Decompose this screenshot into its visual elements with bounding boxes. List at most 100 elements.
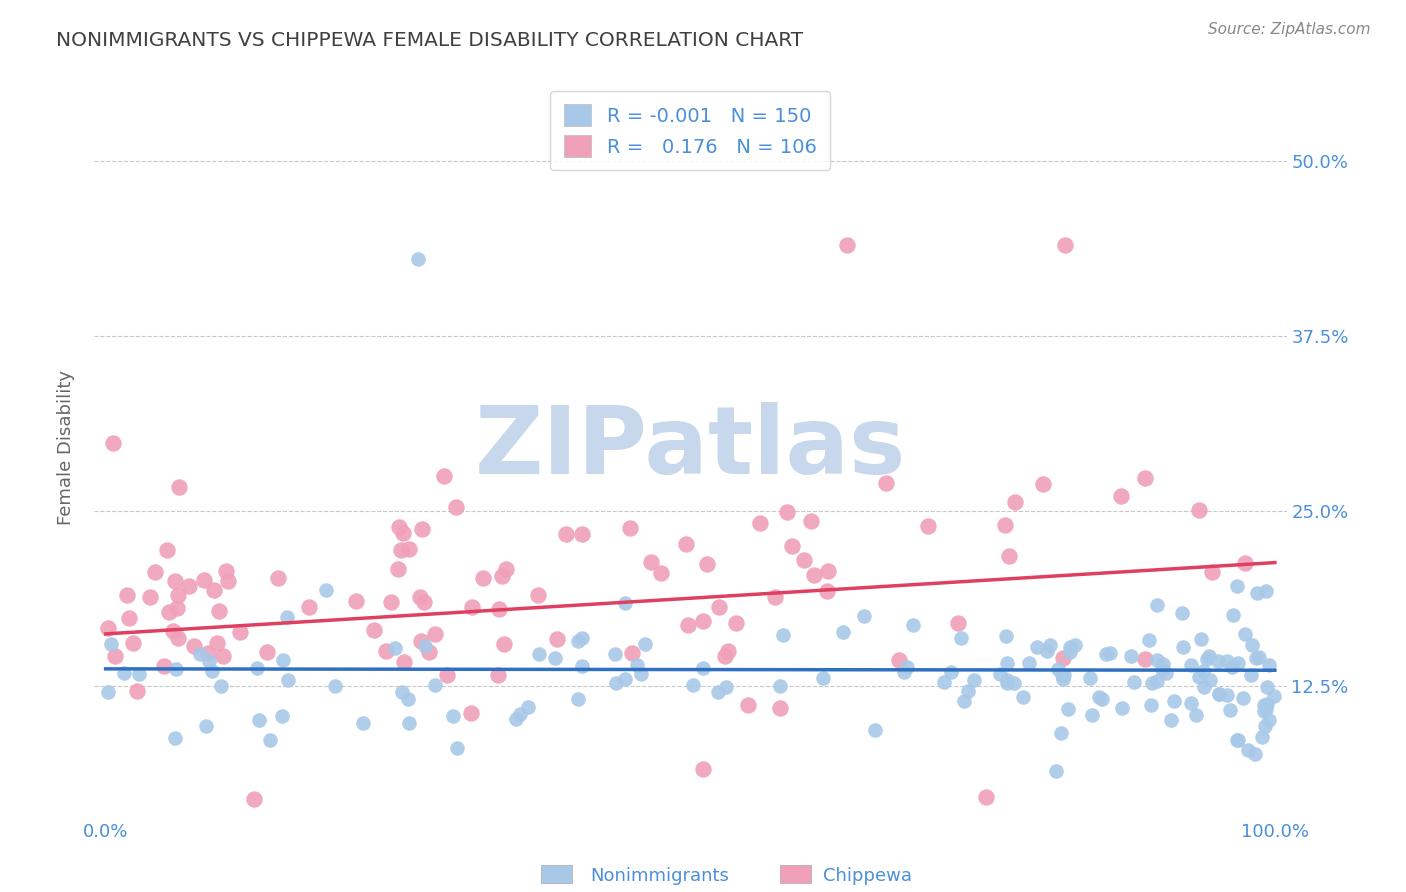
Point — [724, 616, 747, 631]
Point — [197, 646, 219, 660]
Point — [486, 667, 509, 681]
Point — [1192, 680, 1215, 694]
Point — [1133, 471, 1156, 485]
Point — [896, 660, 918, 674]
Point — [1226, 732, 1249, 747]
Point — [957, 684, 980, 698]
Point — [1146, 673, 1168, 688]
Point — [763, 591, 786, 605]
Point — [344, 593, 367, 607]
Point — [1256, 697, 1278, 711]
Point — [389, 542, 412, 557]
Point — [768, 700, 790, 714]
Point — [112, 666, 135, 681]
Point — [1216, 688, 1239, 702]
Point — [423, 626, 446, 640]
Point — [444, 500, 467, 515]
Point — [425, 678, 447, 692]
Point — [1240, 667, 1263, 681]
Point — [1222, 607, 1244, 622]
Point — [1208, 686, 1230, 700]
Point — [446, 741, 468, 756]
Point — [491, 569, 513, 583]
Point — [893, 665, 915, 679]
Point — [994, 517, 1017, 532]
Point — [941, 665, 963, 679]
Point — [247, 714, 270, 728]
Point — [714, 681, 737, 695]
Point — [1219, 703, 1241, 717]
Point — [156, 543, 179, 558]
Point — [1258, 658, 1281, 673]
Point — [392, 525, 415, 540]
Point — [621, 647, 644, 661]
Point — [640, 555, 662, 569]
Point — [1137, 632, 1160, 647]
Point — [193, 573, 215, 587]
Point — [97, 621, 120, 635]
Point — [1032, 477, 1054, 491]
Point — [198, 654, 221, 668]
Point — [917, 519, 939, 533]
Point — [998, 549, 1021, 563]
Point — [1220, 660, 1243, 674]
Point — [1109, 489, 1132, 503]
Point — [1234, 627, 1257, 641]
Point — [1052, 651, 1074, 665]
Point — [1047, 662, 1070, 676]
Point — [117, 611, 139, 625]
Point — [165, 731, 187, 746]
Point — [1195, 652, 1218, 666]
Point — [800, 514, 823, 528]
Point — [177, 579, 200, 593]
Point — [619, 521, 641, 535]
Point — [832, 624, 855, 639]
Point — [614, 673, 637, 687]
Text: NONIMMIGRANTS VS CHIPPEWA FEMALE DISABILITY CORRELATION CHART: NONIMMIGRANTS VS CHIPPEWA FEMALE DISABIL… — [56, 31, 803, 50]
Point — [1081, 708, 1104, 723]
Point — [1140, 676, 1163, 690]
Point — [127, 684, 149, 698]
Point — [1122, 675, 1144, 690]
Point — [1026, 640, 1049, 654]
Y-axis label: Female Disability: Female Disability — [58, 370, 75, 525]
Point — [271, 653, 294, 667]
Legend: R = -0.001   N = 150, R =   0.176   N = 106: R = -0.001 N = 150, R = 0.176 N = 106 — [550, 91, 830, 170]
Point — [97, 684, 120, 698]
Point — [1226, 657, 1249, 671]
Point — [1152, 657, 1174, 672]
Point — [853, 608, 876, 623]
Point — [441, 709, 464, 723]
Point — [128, 666, 150, 681]
Point — [1039, 638, 1062, 652]
Point — [1188, 670, 1211, 684]
Point — [815, 583, 838, 598]
Point — [932, 675, 955, 690]
Point — [769, 679, 792, 693]
Text: Nonimmigrants: Nonimmigrants — [591, 867, 730, 885]
Point — [1240, 639, 1263, 653]
Point — [242, 791, 264, 805]
Point — [104, 648, 127, 663]
Point — [630, 666, 652, 681]
Point — [1256, 680, 1278, 694]
Point — [1198, 649, 1220, 664]
Point — [803, 568, 825, 582]
Point — [1052, 667, 1074, 681]
Point — [418, 645, 440, 659]
Point — [1254, 719, 1277, 733]
Point — [387, 562, 409, 576]
Point — [411, 634, 433, 648]
Point — [277, 673, 299, 687]
Point — [1056, 702, 1078, 716]
Point — [1160, 713, 1182, 727]
Point — [1049, 725, 1071, 739]
Point — [1111, 700, 1133, 714]
Point — [188, 647, 211, 661]
Point — [626, 658, 648, 673]
Point — [1139, 698, 1161, 713]
Point — [488, 601, 510, 615]
Point — [717, 644, 740, 658]
Point — [363, 624, 385, 638]
Point — [1099, 646, 1122, 660]
